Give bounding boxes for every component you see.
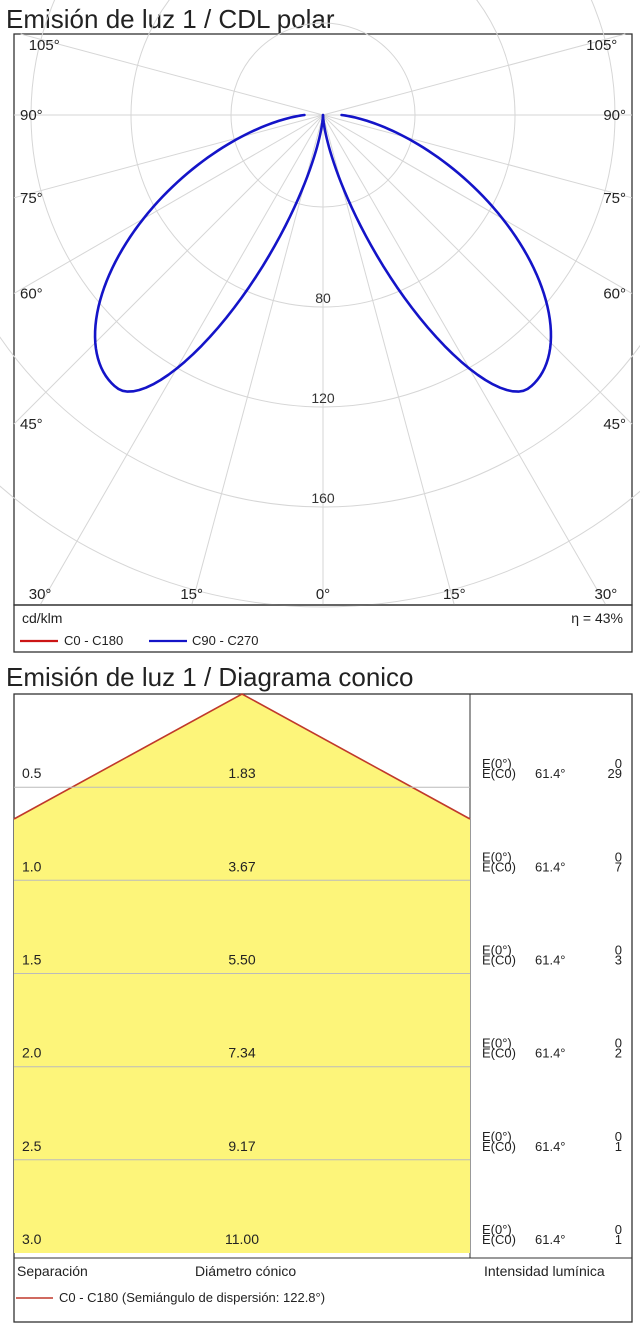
svg-text:15°: 15° bbox=[180, 586, 203, 603]
svg-text:90°: 90° bbox=[603, 107, 626, 124]
svg-text:0°: 0° bbox=[316, 586, 330, 603]
svg-text:E(C0): E(C0) bbox=[482, 1232, 516, 1247]
svg-text:2.5: 2.5 bbox=[22, 1138, 42, 1154]
svg-text:1.5: 1.5 bbox=[22, 952, 42, 968]
svg-text:11.00: 11.00 bbox=[225, 1231, 259, 1247]
svg-text:C90 - C270: C90 - C270 bbox=[192, 633, 258, 648]
svg-text:5.50: 5.50 bbox=[228, 952, 255, 968]
svg-text:C0 - C180 (Semiángulo de dispe: C0 - C180 (Semiángulo de dispersión: 122… bbox=[59, 1290, 325, 1305]
svg-text:1: 1 bbox=[615, 1232, 622, 1247]
svg-text:105°: 105° bbox=[586, 37, 617, 54]
svg-text:3.0: 3.0 bbox=[22, 1231, 42, 1247]
svg-text:0.5: 0.5 bbox=[22, 765, 42, 781]
svg-text:61.4°: 61.4° bbox=[535, 1046, 566, 1061]
svg-text:9.17: 9.17 bbox=[228, 1138, 255, 1154]
svg-text:61.4°: 61.4° bbox=[535, 1139, 566, 1154]
svg-text:1.83: 1.83 bbox=[228, 765, 255, 781]
svg-text:75°: 75° bbox=[603, 190, 626, 207]
svg-text:E(C0): E(C0) bbox=[482, 1046, 516, 1061]
svg-text:E(C0): E(C0) bbox=[482, 859, 516, 874]
svg-text:Diámetro cónico: Diámetro cónico bbox=[195, 1263, 296, 1279]
svg-text:120: 120 bbox=[311, 390, 335, 406]
svg-text:η = 43%: η = 43% bbox=[571, 610, 623, 626]
svg-text:61.4°: 61.4° bbox=[535, 859, 566, 874]
svg-text:15°: 15° bbox=[443, 586, 466, 603]
svg-text:29: 29 bbox=[608, 766, 622, 781]
svg-text:61.4°: 61.4° bbox=[535, 953, 566, 968]
svg-text:75°: 75° bbox=[20, 190, 43, 207]
svg-text:45°: 45° bbox=[20, 416, 43, 433]
svg-text:cd/klm: cd/klm bbox=[22, 610, 62, 626]
svg-text:2: 2 bbox=[615, 1046, 622, 1061]
svg-text:80: 80 bbox=[315, 290, 331, 306]
svg-text:60°: 60° bbox=[603, 285, 626, 302]
svg-text:C0 - C180: C0 - C180 bbox=[64, 633, 123, 648]
svg-text:2.0: 2.0 bbox=[22, 1045, 42, 1061]
svg-text:30°: 30° bbox=[29, 586, 52, 603]
svg-text:7.34: 7.34 bbox=[228, 1045, 255, 1061]
svg-text:61.4°: 61.4° bbox=[535, 1232, 566, 1247]
svg-text:E(C0): E(C0) bbox=[482, 766, 516, 781]
svg-text:3: 3 bbox=[615, 953, 622, 968]
svg-text:160: 160 bbox=[311, 490, 335, 506]
svg-text:Intensidad lumínica: Intensidad lumínica bbox=[484, 1263, 605, 1279]
svg-text:E(C0): E(C0) bbox=[482, 953, 516, 968]
svg-text:1: 1 bbox=[615, 1139, 622, 1154]
svg-text:61.4°: 61.4° bbox=[535, 766, 566, 781]
svg-text:E(C0): E(C0) bbox=[482, 1139, 516, 1154]
svg-text:7: 7 bbox=[615, 859, 622, 874]
svg-text:1.0: 1.0 bbox=[22, 858, 42, 874]
svg-text:30°: 30° bbox=[595, 586, 618, 603]
svg-text:45°: 45° bbox=[603, 416, 626, 433]
svg-text:Separación: Separación bbox=[17, 1263, 88, 1279]
svg-text:3.67: 3.67 bbox=[228, 858, 255, 874]
svg-text:60°: 60° bbox=[20, 285, 43, 302]
svg-text:105°: 105° bbox=[29, 37, 60, 54]
svg-text:90°: 90° bbox=[20, 107, 43, 124]
